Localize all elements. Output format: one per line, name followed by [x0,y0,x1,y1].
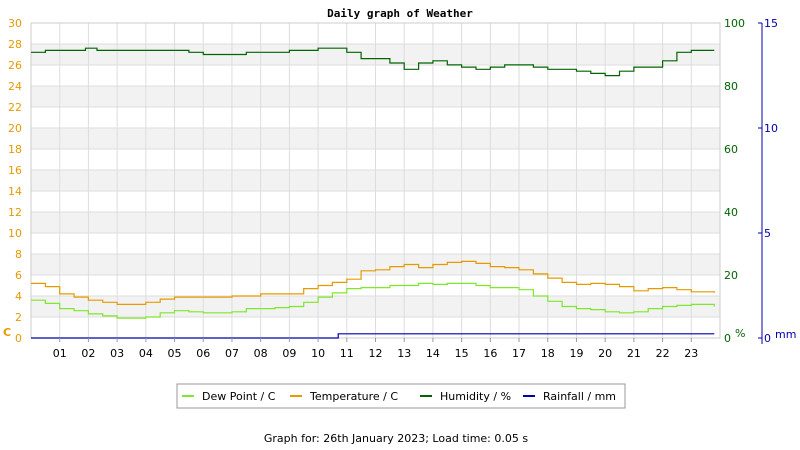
time-tick-label: 22 [656,347,670,360]
temperature-tick-label: 2 [15,311,22,324]
humidity-tick-label: 20 [724,269,738,282]
time-tick-label: 11 [340,347,354,360]
time-tick-label: 02 [81,347,95,360]
rainfall-tick-label: 15 [764,17,778,30]
legend-label: Dew Point / C [202,390,276,403]
time-tick-label: 16 [483,347,497,360]
rainfall-unit-label: mm [775,328,796,341]
time-tick-label: 03 [110,347,124,360]
temperature-tick-label: 20 [8,122,22,135]
time-tick-label: 09 [282,347,296,360]
series-line-2 [31,47,715,77]
time-tick-label: 12 [369,347,383,360]
time-tick-label: 17 [512,347,526,360]
humidity-tick-label: 80 [724,80,738,93]
chart-title: Daily graph of Weather [327,7,473,20]
rainfall-tick-label: 0 [764,332,771,345]
rainfall-tick-label: 5 [764,227,771,240]
series-line-1 [31,260,715,305]
temperature-tick-label: 12 [8,206,22,219]
time-tick-label: 07 [225,347,239,360]
temperature-tick-label: 30 [8,17,22,30]
time-tick-label: 06 [196,347,210,360]
temperature-tick-label: 6 [15,269,22,282]
legend-label: Rainfall / mm [543,390,616,403]
legend: Dew Point / C Temperature / C Humidity / %… [176,383,626,409]
time-tick-label: 21 [627,347,641,360]
temperature-tick-label: 16 [8,164,22,177]
series-group [31,47,715,339]
humidity-tick-label: 0 [724,332,731,345]
legend-label: Temperature / C [309,390,398,403]
temperature-tick-label: 0 [15,332,22,345]
temperature-tick-label: 14 [8,185,22,198]
temperature-unit-label: C [3,326,11,339]
time-tick-label: 08 [254,347,268,360]
humidity-axis: 0 20 40 60 80 100% [724,17,745,345]
humidity-tick-label: 40 [724,206,738,219]
temperature-tick-label: 10 [8,227,22,240]
legend-box [176,383,626,409]
time-tick-label: 10 [311,347,325,360]
time-tick-label: 19 [569,347,583,360]
humidity-tick-label: 60 [724,143,738,156]
time-tick-label: 15 [455,347,469,360]
time-tick-label: 13 [397,347,411,360]
humidity-unit-label: % [735,327,745,340]
temperature-tick-label: 28 [8,38,22,51]
time-tick-label: 20 [598,347,612,360]
temperature-tick-label: 22 [8,101,22,114]
rainfall-tick-label: 10 [764,122,778,135]
temperature-tick-label: 4 [15,290,22,303]
humidity-tick-label: 100 [724,17,745,30]
time-tick-label: 14 [426,347,440,360]
rainfall-axis: 0 5 10 15 mm [758,17,796,345]
time-axis: 01 02 03 04 05 06 07 08 09 10 11 12 13 14 15 16 17 18 19 20… [53,338,698,360]
series-line-3 [31,333,715,339]
series-line-0 [31,282,715,319]
time-tick-label: 18 [541,347,555,360]
temperature-tick-label: 26 [8,59,22,72]
temperature-tick-label: 18 [8,143,22,156]
time-tick-label: 04 [139,347,153,360]
grid-lines [30,22,721,339]
temperature-tick-label: 8 [15,248,22,261]
time-tick-label: 01 [53,347,67,360]
time-tick-label: 23 [684,347,698,360]
temperature-tick-label: 24 [8,80,22,93]
legend-label: Humidity / % [440,390,511,403]
time-tick-label: 05 [168,347,182,360]
chart-footer: Graph for: 26th January 2023; Load time:… [264,432,528,445]
